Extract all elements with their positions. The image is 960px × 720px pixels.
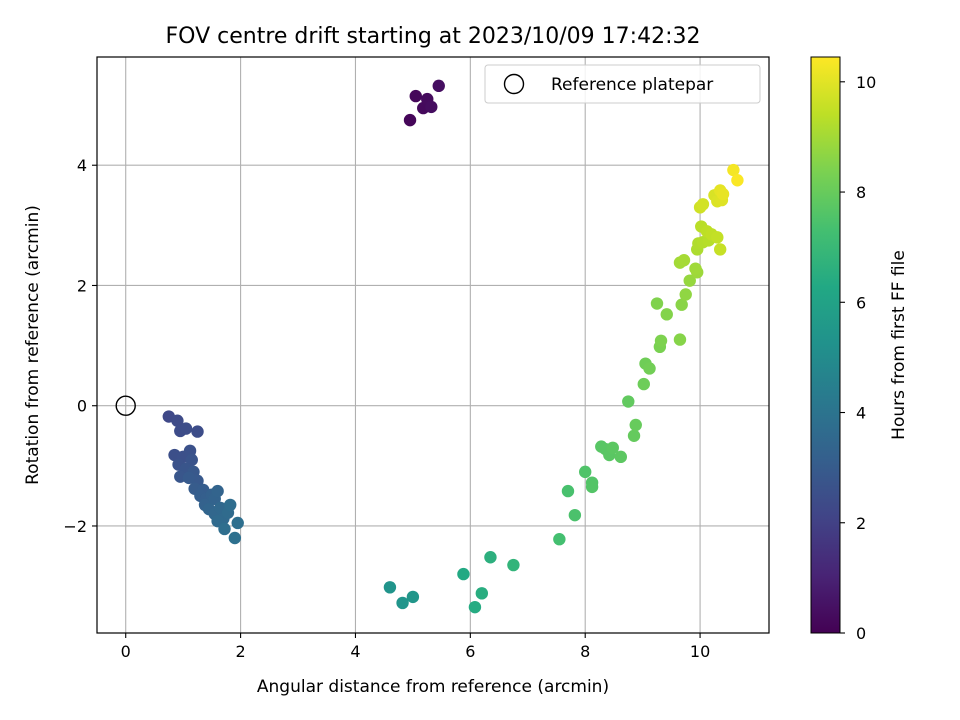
data-point (716, 187, 730, 201)
colorbar-tick-label: 2 (856, 514, 866, 533)
data-point (731, 174, 744, 187)
data-point (211, 484, 224, 498)
reference-marker (115, 395, 136, 416)
chart-title: FOV centre drift starting at 2023/10/09 … (166, 24, 701, 49)
data-point (579, 465, 592, 479)
data-point (568, 508, 582, 522)
data-point (507, 558, 520, 572)
data-point (629, 418, 642, 432)
y-tick-label: 0 (77, 397, 87, 416)
data-point (383, 581, 397, 594)
y-tick-label: −2 (63, 517, 87, 536)
data-point (650, 297, 664, 310)
data-point (585, 480, 599, 494)
grid-lines (97, 57, 769, 633)
y-tick-label: 4 (77, 156, 87, 175)
data-point (182, 471, 196, 485)
y-axis-label: Rotation from reference (arcmin) (23, 205, 43, 485)
data-point (432, 79, 445, 93)
data-point (711, 231, 724, 244)
data-point (643, 362, 656, 375)
data-point (396, 596, 409, 610)
data-point (637, 377, 650, 391)
data-point (475, 587, 489, 600)
data-point (218, 522, 231, 536)
data-point (484, 551, 497, 564)
data-point (228, 531, 242, 545)
colorbar-tick-label: 6 (856, 293, 866, 312)
x-tick-label: 6 (465, 642, 475, 661)
colorbar-tick-label: 8 (856, 183, 866, 202)
colorbar-tick-label: 10 (856, 73, 876, 92)
legend-label-reference: Reference platepar (551, 75, 713, 95)
data-point (468, 600, 482, 614)
data-point (627, 429, 641, 442)
data-point (654, 334, 668, 347)
colorbar (810, 56, 841, 634)
data-point (457, 567, 470, 581)
axis-ticks: 0 2 4 6 8 10 −2 0 2 4 (63, 156, 710, 661)
y-tick-label: 2 (77, 276, 87, 295)
data-points (115, 79, 744, 614)
colorbar-ticks: 0 2 4 6 8 10 (840, 73, 876, 643)
data-point (403, 113, 417, 127)
data-point (677, 254, 691, 267)
x-tick-label: 4 (350, 642, 360, 661)
data-point (171, 414, 184, 427)
data-point (179, 422, 193, 435)
colorbar-label: Hours from first FF file (889, 250, 909, 440)
data-point (224, 498, 237, 512)
x-axis-label: Angular distance from reference (arcmin) (257, 677, 609, 697)
data-point (553, 533, 566, 546)
data-point (425, 100, 438, 114)
data-point (561, 484, 575, 498)
data-point (231, 516, 244, 530)
x-tick-label: 8 (580, 642, 590, 661)
colorbar-tick-label: 4 (856, 404, 866, 423)
x-tick-label: 2 (235, 642, 245, 661)
data-point (614, 450, 628, 464)
data-point (606, 441, 619, 455)
x-tick-label: 10 (690, 642, 710, 661)
data-point (406, 590, 420, 604)
data-point (191, 425, 204, 438)
data-point (683, 274, 696, 287)
legend-box (484, 64, 761, 104)
colorbar-tick-label: 0 (856, 624, 866, 643)
legend: Reference platepar (484, 64, 761, 104)
data-point (689, 262, 702, 275)
data-point (660, 308, 673, 321)
data-point (696, 198, 710, 211)
legend-marker-reference (503, 73, 525, 95)
data-point (675, 298, 688, 311)
data-point (185, 453, 198, 467)
data-point (679, 288, 692, 301)
x-tick-label: 0 (121, 642, 131, 661)
data-point (622, 395, 635, 408)
data-point (409, 89, 422, 103)
plot-frame (96, 56, 770, 634)
data-point (727, 163, 740, 177)
data-point (673, 333, 687, 346)
data-point (713, 243, 727, 256)
